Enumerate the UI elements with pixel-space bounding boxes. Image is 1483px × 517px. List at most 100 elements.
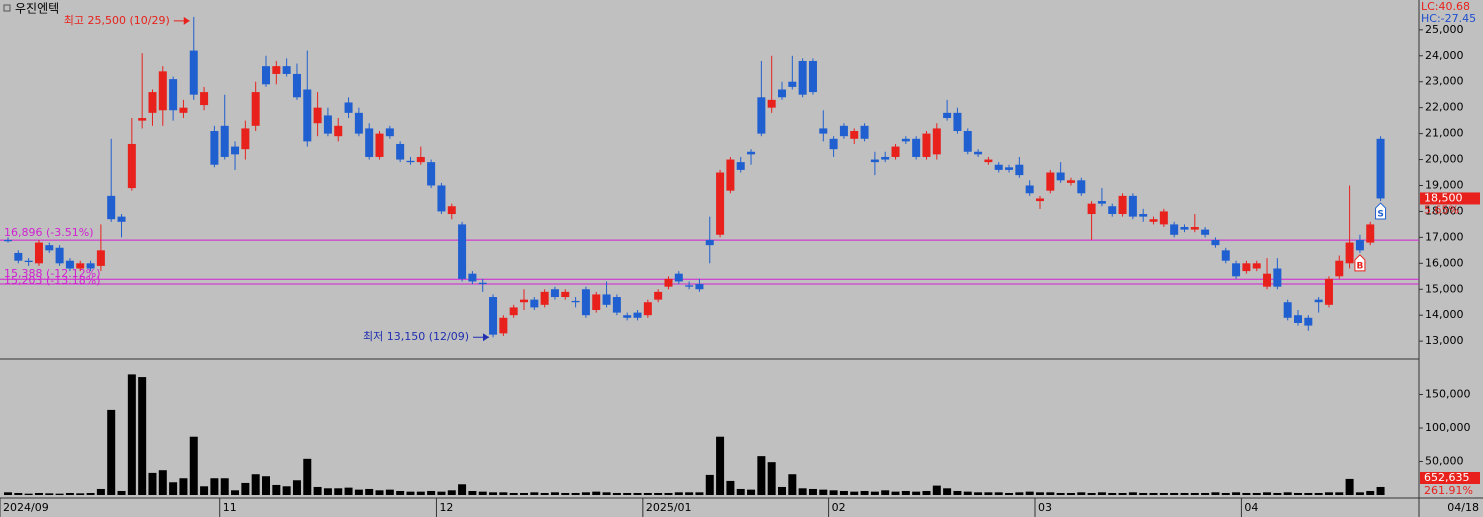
volume-bar	[416, 491, 425, 495]
volume-bar	[262, 476, 270, 495]
candle-body	[365, 128, 374, 157]
volume-bar	[334, 488, 343, 495]
y-tick-label: 22,000	[1425, 101, 1464, 114]
volume-bar	[643, 492, 652, 495]
volume-bar	[76, 493, 85, 495]
volume-bar	[220, 478, 229, 495]
volume-bar	[138, 377, 147, 495]
volume-bar	[612, 492, 621, 495]
signal-label: B	[1356, 261, 1363, 271]
candle-body	[292, 73, 301, 98]
volume-bar	[55, 493, 64, 495]
volume-tick-label: 50,000	[1425, 455, 1464, 468]
volume-bar	[323, 488, 332, 495]
candle-body	[76, 263, 85, 269]
volume-bar	[1242, 492, 1251, 495]
candle-body	[798, 60, 807, 95]
candle-body	[1015, 164, 1024, 176]
volume-bar	[241, 482, 250, 495]
candle-body	[158, 71, 167, 111]
volume-bar	[499, 492, 508, 495]
volume-bar	[365, 488, 374, 495]
candle-body	[726, 159, 735, 191]
candle-body	[664, 278, 673, 287]
volume-bar	[1273, 492, 1282, 495]
candle-body	[437, 185, 446, 212]
y-tick-label: 14,000	[1425, 308, 1464, 321]
candle-body	[1046, 172, 1055, 191]
candle-body	[1314, 299, 1323, 303]
volume-bar	[932, 485, 941, 495]
x-tick-label: 02	[832, 501, 846, 514]
candle-body	[685, 285, 694, 287]
volume-bar	[1232, 492, 1241, 495]
candle-body	[953, 112, 962, 132]
volume-bar	[550, 492, 559, 495]
candle-body	[231, 146, 240, 155]
candle-body	[963, 131, 972, 152]
candle-body	[891, 146, 900, 157]
candle-body	[540, 291, 549, 305]
candle-body	[705, 239, 714, 246]
candle-body	[1335, 260, 1344, 277]
candle-body	[323, 115, 332, 134]
x-tick-label: 12	[439, 501, 453, 514]
candle-body	[1252, 263, 1261, 269]
candle-body	[344, 102, 353, 113]
volume-tick-label: 150,000	[1425, 388, 1471, 401]
candle-body	[406, 160, 415, 163]
volume-bar	[716, 436, 725, 495]
candle-body	[1087, 203, 1096, 215]
volume-bar	[901, 490, 910, 495]
candle-body	[592, 294, 601, 311]
x-tick-label: 2025/01	[646, 501, 692, 514]
candle-body	[767, 99, 776, 108]
volume-bar	[788, 474, 797, 495]
candle-body	[24, 260, 33, 263]
volume-bar	[530, 492, 539, 495]
volume-bar	[117, 490, 126, 495]
candle-body	[654, 291, 663, 300]
candle-body	[375, 133, 384, 157]
candle-body	[994, 164, 1003, 170]
volume-bar	[1263, 492, 1272, 495]
volume-bar	[210, 478, 219, 495]
candle-body	[1128, 195, 1137, 217]
candle-body	[736, 162, 745, 170]
volume-bar	[974, 492, 983, 495]
y-tick-label: 17,000	[1425, 230, 1464, 243]
candle-body	[1221, 250, 1230, 261]
volume-bar	[1097, 492, 1106, 495]
volume-bar	[726, 480, 735, 495]
volume-bar	[292, 480, 301, 495]
candle-body	[1366, 224, 1375, 243]
candle-body	[499, 317, 508, 334]
candle-body	[612, 297, 621, 313]
y-tick-label: 15,000	[1425, 282, 1464, 295]
volume-bar	[963, 491, 972, 495]
candle-body	[912, 138, 921, 157]
volume-bar	[313, 486, 322, 495]
volume-bar	[158, 470, 167, 495]
candle-body	[262, 66, 270, 85]
volume-bar	[303, 458, 312, 495]
candle-body	[1025, 185, 1034, 194]
volume-bar	[881, 490, 890, 495]
candle-body	[1005, 167, 1014, 170]
candle-body	[850, 131, 859, 139]
volume-bar	[1128, 492, 1137, 495]
title-icon	[3, 4, 11, 12]
volume-bar	[633, 492, 642, 495]
volume-bar	[623, 492, 632, 495]
volume-bar	[4, 492, 12, 495]
volume-bar	[520, 492, 528, 495]
level-label: 15,203 (-13.18%)	[4, 274, 100, 287]
volume-bar	[468, 490, 477, 495]
candle-body	[1273, 268, 1282, 287]
candle-body	[530, 299, 539, 308]
volume-bar	[829, 490, 838, 495]
volume-bar	[354, 489, 363, 495]
candle-body	[633, 312, 642, 318]
volume-last-box	[1420, 472, 1480, 484]
candle-body	[1066, 180, 1075, 183]
